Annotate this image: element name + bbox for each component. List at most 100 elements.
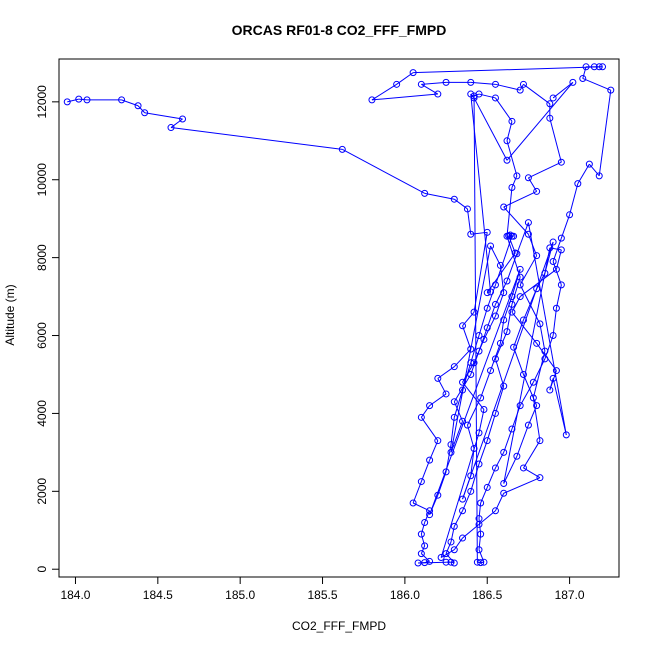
y-tick-label: 12000	[35, 85, 49, 119]
series-0-segment	[552, 308, 557, 336]
data-point	[524, 421, 532, 429]
data-point	[516, 402, 524, 410]
series-0-segment	[462, 475, 472, 500]
data-point	[480, 558, 488, 566]
data-point	[83, 96, 91, 104]
data-point	[470, 308, 478, 316]
series-0-segment	[569, 183, 579, 215]
series-0-segment	[527, 405, 538, 426]
series-0-segment	[549, 118, 562, 163]
data-point	[470, 359, 478, 367]
data-point	[487, 367, 495, 375]
data-point	[607, 86, 615, 94]
series-0-segment	[420, 534, 426, 546]
data-point	[167, 124, 175, 132]
series-0-segment	[552, 237, 562, 262]
series-0-segment	[494, 386, 505, 414]
data-point	[421, 542, 429, 550]
series-0-segment	[470, 81, 496, 85]
series-0-segment	[495, 83, 521, 91]
series-0-segment	[470, 350, 480, 375]
data-point	[524, 230, 532, 238]
data-point	[483, 483, 491, 491]
data-point	[483, 437, 491, 445]
x-tick-label: 185.5	[308, 588, 338, 602]
data-point	[118, 96, 126, 104]
data-point	[524, 174, 532, 182]
data-point	[557, 234, 565, 242]
series-0-segment	[552, 261, 562, 286]
series-0-segment	[445, 541, 452, 554]
data-point	[585, 160, 593, 168]
data-point	[75, 95, 83, 103]
series-0-segment	[480, 370, 491, 399]
data-point	[533, 402, 541, 410]
series-0-segment	[503, 428, 513, 453]
x-tick-label: 184.0	[60, 588, 90, 602]
data-point	[338, 145, 346, 153]
series-0-segment	[421, 81, 447, 85]
data-point	[579, 74, 587, 82]
data-point	[426, 456, 434, 464]
series-0-segment	[342, 148, 425, 194]
series-0-segment	[577, 163, 590, 184]
series-0-segment	[478, 409, 485, 433]
x-tick-label: 186.5	[472, 588, 502, 602]
series-0-segment	[440, 432, 480, 558]
data-point	[549, 332, 557, 340]
data-point	[483, 304, 491, 312]
data-point	[496, 261, 504, 269]
data-point	[574, 180, 582, 188]
data-point	[442, 468, 450, 476]
x-tick-label: 185.0	[225, 588, 255, 602]
data-point	[552, 265, 560, 273]
x-tick-label: 186.0	[390, 588, 420, 602]
data-point	[447, 538, 455, 546]
series-points	[63, 63, 615, 567]
data-point	[503, 137, 511, 145]
data-point	[541, 355, 549, 363]
data-point	[491, 355, 499, 363]
series-0-segment	[453, 537, 463, 551]
series-0-segment	[544, 335, 554, 360]
y-axis-label: Altitude (m)	[3, 284, 17, 345]
data-point	[546, 114, 554, 122]
series-0-segment	[420, 522, 426, 535]
series-0-segment	[462, 362, 472, 391]
data-point	[508, 300, 516, 308]
data-point	[595, 172, 603, 180]
x-axis-label: CO2_FFF_FMPD	[292, 619, 386, 633]
data-point	[393, 80, 401, 88]
data-point	[477, 394, 485, 402]
series-0-segment	[523, 440, 541, 469]
data-point	[477, 530, 485, 538]
data-point	[503, 277, 511, 285]
series-0-segment	[503, 456, 518, 484]
series-0-segment	[506, 187, 513, 237]
series-0-segment	[170, 118, 183, 128]
series-0-segment	[486, 467, 496, 488]
data-point	[529, 394, 537, 402]
data-point	[475, 429, 483, 437]
data-point	[409, 499, 417, 507]
data-point	[513, 452, 521, 460]
data-point	[549, 238, 557, 246]
data-point	[477, 499, 485, 507]
data-point	[491, 312, 499, 320]
series-0-segment	[503, 190, 537, 208]
data-point	[496, 339, 504, 347]
data-point	[463, 421, 471, 429]
data-point	[491, 464, 499, 472]
data-point	[414, 559, 422, 567]
data-point	[473, 558, 481, 566]
series-0-segment	[490, 245, 501, 266]
series-0-segment	[437, 471, 447, 496]
series-0-segment	[494, 358, 505, 387]
series-0-segment	[450, 417, 455, 445]
data-point	[557, 158, 565, 166]
y-axis: 0 2000 4000 6000 8000 10000 12000	[35, 85, 60, 573]
data-point	[519, 464, 527, 472]
data-point	[549, 94, 557, 102]
